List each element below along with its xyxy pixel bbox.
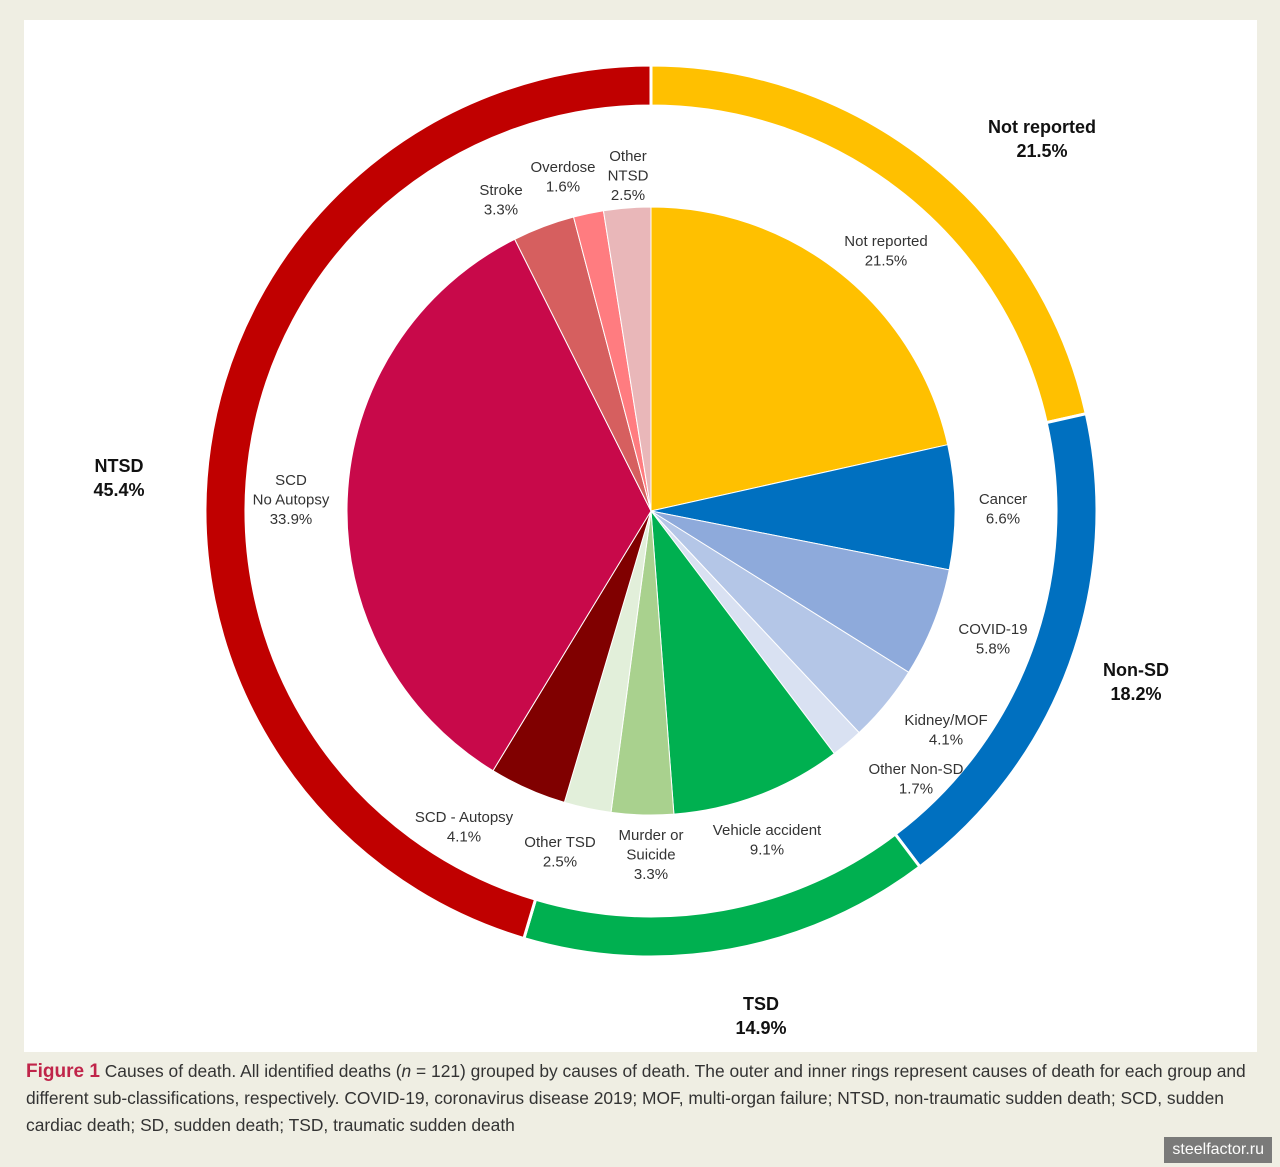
outer-label-non-sd: Non-SD 18.2% xyxy=(1103,660,1169,704)
inner-label-other-ntsd: Other NTSD 2.5% xyxy=(608,148,649,204)
caption-text-part2: = 121) grouped by causes of death. The o… xyxy=(26,1061,1246,1135)
inner-label-scd-no-autopsy: SCD No Autopsy 33.9% xyxy=(253,472,330,528)
inner-label-overdose: Overdose 1.6% xyxy=(530,159,595,196)
inner-slice-other-ntsd xyxy=(602,206,652,512)
outer-segment-tsd xyxy=(522,832,923,959)
inner-label-cancer: Cancer 6.6% xyxy=(979,491,1027,528)
watermark: steelfactor.ru xyxy=(1164,1137,1272,1163)
outer-label-tsd: TSD 14.9% xyxy=(735,994,786,1038)
donut-chart: Not reported 21.5% Cancer 6.6% COVID-19 5.8% K… xyxy=(93,63,1169,1038)
inner-labels: Not reported 21.5% Cancer 6.6% COVID-19 5.8% K… xyxy=(253,148,1028,883)
inner-label-not-reported: Not reported 21.5% xyxy=(844,233,927,270)
caption-text-part1: Causes of death. All identified deaths ( xyxy=(99,1061,402,1081)
inner-slice-scd-no-autopsy xyxy=(346,238,652,772)
caption-n-symbol: n xyxy=(401,1061,412,1081)
outer-label-not-reported: Not reported 21.5% xyxy=(988,117,1096,161)
inner-pie xyxy=(346,206,956,816)
inner-label-murder-or-suicide: Murder or Suicide 3.3% xyxy=(618,827,683,883)
outer-label-ntsd: NTSD 45.4% xyxy=(93,456,144,500)
inner-label-kidney-mof: Kidney/MOF 4.1% xyxy=(904,712,987,749)
outer-segment-ntsd xyxy=(203,63,653,941)
inner-label-vehicle-accident: Vehicle accident 9.1% xyxy=(713,822,822,859)
inner-slice-vehicle-accident xyxy=(650,509,835,815)
figure-caption: Figure 1 Causes of death. All identified… xyxy=(26,1058,1262,1139)
inner-label-scd-autopsy: SCD - Autopsy 4.1% xyxy=(415,809,514,846)
inner-label-other-non-sd: Other Non-SD 1.7% xyxy=(868,761,963,798)
chart-panel: Not reported 21.5% Cancer 6.6% COVID-19 5.8% K… xyxy=(24,20,1257,1052)
outer-labels: Not reported 21.5% Non-SD 18.2% TSD 14.9% NTSD… xyxy=(93,117,1169,1038)
inner-label-covid-19: COVID-19 5.8% xyxy=(958,621,1027,658)
figure-label: Figure 1 xyxy=(26,1061,100,1082)
inner-label-stroke: Stroke 3.3% xyxy=(479,182,522,219)
inner-slice-not-reported xyxy=(650,206,949,512)
inner-slice-cancer xyxy=(650,444,956,571)
inner-label-other-tsd: Other TSD 2.5% xyxy=(524,834,596,871)
outer-ring xyxy=(203,63,1099,959)
